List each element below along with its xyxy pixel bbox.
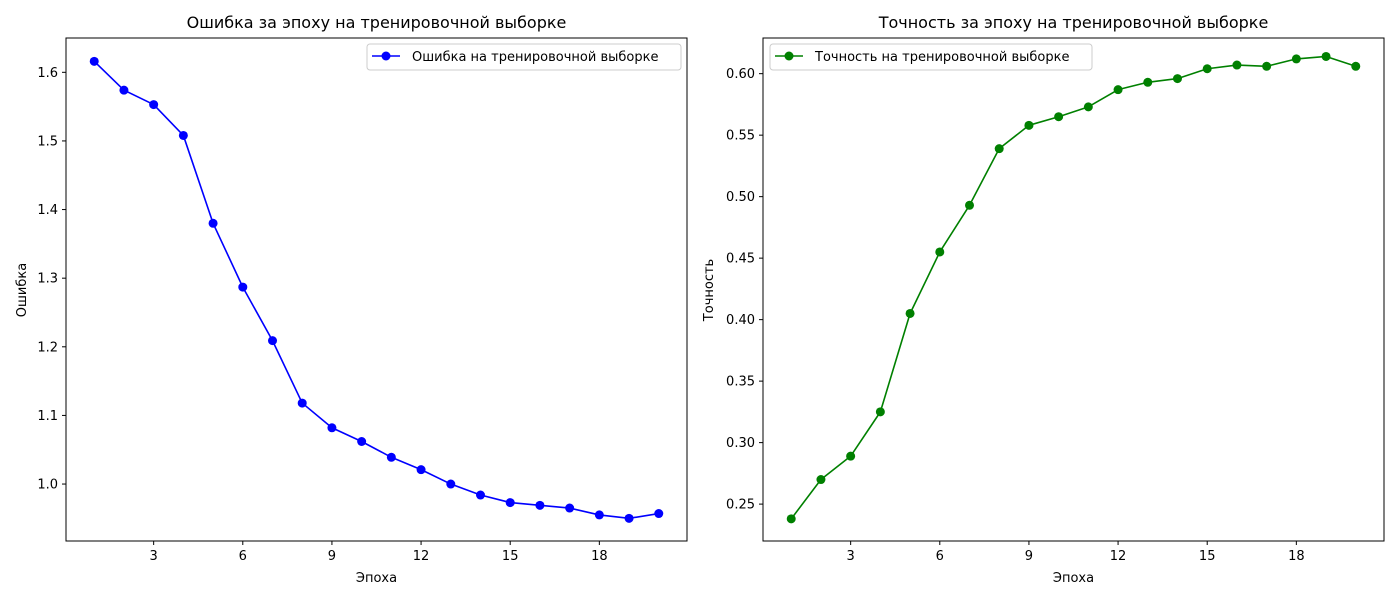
accuracy-x-tick-label: 12: [1110, 549, 1127, 564]
loss-data-point: [594, 510, 604, 520]
loss-data-point: [624, 513, 634, 523]
accuracy-data-point: [1054, 112, 1064, 122]
loss-data-point: [475, 490, 485, 500]
loss-legend-box: [366, 43, 682, 71]
loss-data-point: [208, 218, 218, 228]
loss-data-point: [416, 465, 426, 475]
accuracy-chart-title: Точность за эпоху на тренировочной выбор…: [878, 13, 1269, 32]
loss-series-line: [93, 60, 659, 520]
loss-x-axis-label: Эпоха: [356, 571, 397, 586]
loss-y-tick-label: 1.2: [37, 340, 58, 355]
loss-axes-frame: [65, 37, 688, 542]
loss-data-point: [238, 282, 248, 292]
accuracy-data-point: [846, 451, 856, 461]
accuracy-x-axis-label: Эпоха: [1053, 571, 1094, 586]
loss-x-tick-label: 3: [150, 549, 158, 564]
loss-chart-title: Ошибка за эпоху на тренировочной выборке: [187, 13, 567, 32]
accuracy-x-tick-label: 18: [1288, 549, 1305, 564]
accuracy-data-point: [1232, 60, 1242, 70]
accuracy-y-tick-label: 0.25: [726, 498, 755, 513]
accuracy-y-tick-label: 0.40: [726, 313, 755, 328]
loss-y-tick-label: 1.3: [37, 272, 58, 287]
loss-y-ticks: 1.0 1.1 1.2 1.3 1.4 1.5 1.6: [37, 66, 66, 493]
loss-legend: Ошибка на тренировочной выборке: [366, 43, 682, 71]
accuracy-data-point: [965, 200, 975, 210]
accuracy-x-tick-label: 15: [1199, 549, 1216, 564]
loss-y-tick-label: 1.4: [37, 203, 58, 218]
accuracy-data-point: [1083, 102, 1093, 112]
loss-data-point: [297, 398, 307, 408]
loss-data-point: [149, 100, 159, 110]
accuracy-data-point: [786, 514, 796, 524]
loss-data-point: [535, 500, 545, 510]
accuracy-x-ticks: 3 6 9 12 15 18: [847, 541, 1305, 564]
accuracy-y-axis-label: Точность: [702, 259, 717, 322]
loss-data-point: [654, 509, 664, 519]
accuracy-chart: Точность за эпоху на тренировочной выбор…: [702, 13, 1385, 586]
loss-x-tick-label: 6: [239, 549, 247, 564]
loss-data-point: [386, 452, 396, 462]
loss-x-tick-label: 12: [413, 549, 430, 564]
loss-x-tick-label: 15: [502, 549, 519, 564]
accuracy-data-point: [935, 247, 945, 257]
loss-x-tick-label: 9: [328, 549, 336, 564]
accuracy-data-point: [1321, 51, 1331, 61]
loss-x-tick-label: 18: [591, 549, 608, 564]
accuracy-data-point: [1291, 54, 1301, 64]
accuracy-y-tick-label: 0.60: [726, 67, 755, 82]
accuracy-legend: Точность на тренировочной выборке: [769, 43, 1093, 71]
loss-data-point: [565, 503, 575, 513]
accuracy-y-tick-label: 0.50: [726, 190, 755, 205]
loss-legend-label: Ошибка на тренировочной выборке: [412, 50, 658, 65]
accuracy-y-tick-label: 0.30: [726, 436, 755, 451]
accuracy-data-point: [1024, 120, 1034, 130]
loss-y-tick-label: 1.0: [37, 478, 58, 493]
loss-data-point: [178, 130, 188, 140]
loss-plot-area: [89, 56, 664, 523]
accuracy-data-point: [816, 475, 826, 485]
accuracy-data-point: [1262, 61, 1272, 71]
accuracy-series-line: [790, 55, 1357, 520]
loss-y-tick-label: 1.1: [37, 409, 58, 424]
accuracy-data-point: [875, 407, 885, 417]
loss-legend-marker-icon: [381, 51, 391, 61]
accuracy-data-point: [1113, 85, 1123, 95]
accuracy-legend-marker-icon: [784, 51, 794, 61]
accuracy-y-ticks: 0.25 0.30 0.35 0.40 0.45 0.50 0.55 0.60: [726, 67, 763, 513]
loss-data-point: [505, 498, 515, 508]
accuracy-y-tick-label: 0.45: [726, 252, 755, 267]
accuracy-data-point: [1172, 74, 1182, 84]
accuracy-x-tick-label: 9: [1025, 549, 1033, 564]
accuracy-y-tick-label: 0.35: [726, 375, 755, 390]
accuracy-data-point: [1202, 64, 1212, 74]
loss-chart: Ошибка за эпоху на тренировочной выборке…: [15, 13, 688, 586]
loss-data-point: [327, 423, 337, 433]
accuracy-data-point: [1351, 61, 1361, 71]
loss-data-point: [89, 56, 99, 66]
accuracy-data-point: [905, 308, 915, 318]
accuracy-data-point: [994, 144, 1004, 154]
loss-y-axis-label: Ошибка: [15, 263, 30, 317]
loss-y-tick-label: 1.6: [37, 66, 58, 81]
accuracy-legend-label: Точность на тренировочной выборке: [814, 50, 1069, 65]
accuracy-axes-frame: [762, 37, 1385, 542]
accuracy-data-point: [1143, 77, 1153, 87]
accuracy-plot-area: [786, 51, 1361, 524]
accuracy-legend-box: [769, 43, 1093, 71]
accuracy-x-tick-label: 3: [847, 549, 855, 564]
accuracy-y-tick-label: 0.55: [726, 129, 755, 144]
loss-y-tick-label: 1.5: [37, 134, 58, 149]
loss-x-ticks: 3 6 9 12 15 18: [150, 541, 608, 564]
loss-data-point: [357, 436, 367, 446]
loss-data-point: [268, 336, 278, 346]
loss-data-point: [119, 85, 129, 95]
loss-data-point: [446, 479, 456, 489]
accuracy-x-tick-label: 6: [936, 549, 944, 564]
